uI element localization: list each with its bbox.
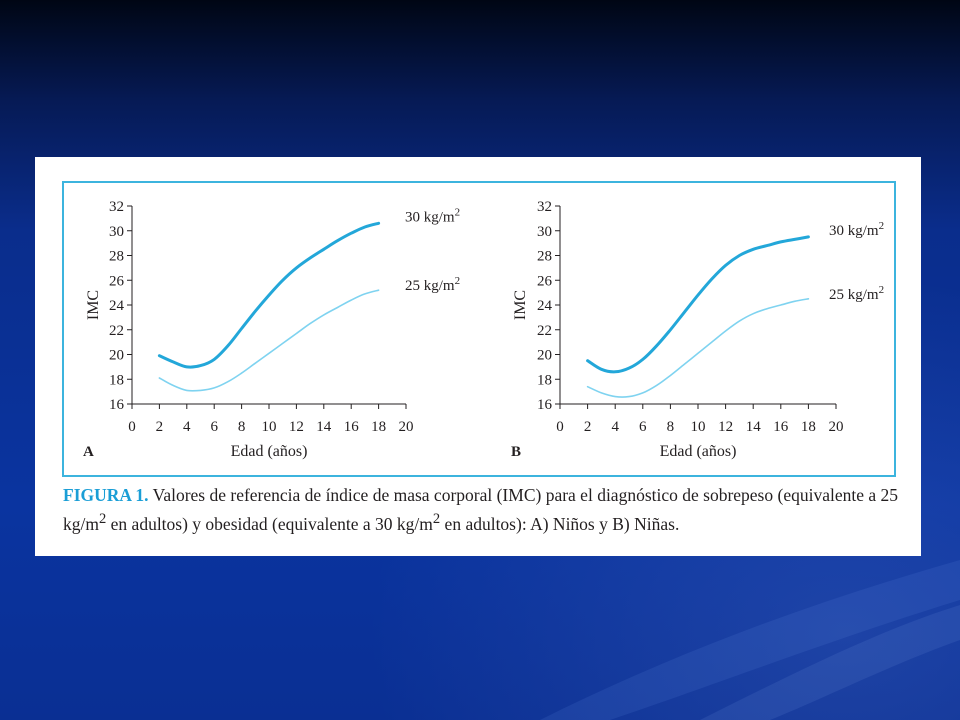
chart-b-x-tick-label: 4 — [611, 419, 619, 435]
chart-a-x-tick-label: 10 — [262, 419, 277, 435]
chart-a-y-axis-label: IMC — [85, 290, 102, 320]
chart-b-y-tick-label: 16 — [537, 397, 553, 413]
chart-b-series-line-2 — [586, 298, 810, 398]
chart-a-y-tick-label: 18 — [109, 372, 124, 388]
chart-a-series-label-1: 30 kg/m2 — [405, 206, 460, 225]
chart-a-series-line-2 — [158, 289, 380, 392]
chart-a-y-tick-label: 22 — [109, 323, 124, 339]
chart-b-x-tick-label: 6 — [639, 419, 647, 435]
figure-caption: FIGURA 1. Valores de referencia de índic… — [63, 483, 909, 536]
chart-a-series-label-2: 25 kg/m2 — [405, 275, 460, 294]
chart-b-y-tick-label: 22 — [537, 323, 552, 339]
chart-b-series-label-1: 30 kg/m2 — [829, 220, 884, 239]
chart-a-y-tick-label: 16 — [109, 397, 125, 413]
chart-b-series-label-2: 25 kg/m2 — [829, 284, 884, 303]
chart-b-x-tick-label: 8 — [667, 419, 675, 435]
chart-b-x-tick-label: 20 — [829, 419, 844, 435]
chart-a-x-tick-label: 4 — [183, 419, 191, 435]
chart-b-x-axis-label: Edad (años) — [660, 443, 737, 460]
chart-a-x-tick-label: 8 — [238, 419, 246, 435]
chart-a-y-tick-label: 32 — [109, 199, 124, 215]
caption-text-3: en adultos): A) Niños y B) Niñas. — [440, 513, 680, 534]
chart-a-x-axis-label: Edad (años) — [231, 443, 308, 460]
chart-a-y-tick-label: 26 — [109, 273, 125, 289]
chart-a-y-tick-label: 20 — [109, 348, 124, 364]
chart-a-x-tick-label: 12 — [289, 419, 304, 435]
chart-b-y-tick-label: 20 — [537, 348, 552, 364]
chart-b-x-tick-label: 18 — [801, 419, 816, 435]
caption-sup-1: 2 — [98, 511, 107, 527]
chart-b-panel-letter: B — [511, 444, 521, 460]
chart-a-series-label-sup-2: 2 — [455, 275, 461, 287]
chart-a-x-tick-label: 16 — [344, 419, 360, 435]
chart-b-y-tick-label: 30 — [537, 224, 552, 240]
chart-b-y-axis-label: IMC — [512, 290, 529, 320]
caption-sup-2: 2 — [432, 511, 441, 527]
chart-a-x-tick-label: 18 — [371, 419, 386, 435]
chart-b-x-tick-label: 16 — [773, 419, 789, 435]
chart-b-series-label-sup-2: 2 — [879, 284, 885, 296]
chart-b-x-tick-label: 12 — [718, 419, 733, 435]
chart-a-series-label-sup-1: 2 — [455, 206, 461, 218]
chart-a-y-tick-label: 30 — [109, 224, 124, 240]
chart-a-x-tick-label: 0 — [128, 419, 136, 435]
chart-b-y-tick-label: 32 — [537, 199, 552, 215]
chart-b-x-tick-label: 0 — [556, 419, 564, 435]
chart-b-x-tick-label: 14 — [746, 419, 762, 435]
chart-b-x-tick-label: 2 — [584, 419, 592, 435]
chart-b-y-tick-label: 28 — [537, 249, 552, 265]
chart-a-y-tick-label: 28 — [109, 249, 124, 265]
chart-a-y-tick-label: 24 — [109, 298, 125, 314]
chart-b-series-line-1 — [586, 235, 810, 374]
figure-panel: 16 18 20 22 24 26 28 30 32 0 2 4 6 8 10 12 14 16 18 20 Edad … — [35, 157, 921, 556]
chart-b-y-tick-label: 24 — [537, 298, 553, 314]
chart-a-x-tick-label: 2 — [156, 419, 164, 435]
chart-b-y-tick-label: 18 — [537, 372, 552, 388]
chart-frame — [62, 181, 896, 477]
chart-a-series-line-1 — [157, 221, 381, 369]
chart-b-series-label-sup-1: 2 — [879, 220, 885, 232]
chart-b-y-tick-label: 26 — [537, 273, 553, 289]
chart-b-x-tick-label: 10 — [691, 419, 706, 435]
chart-a-x-tick-label: 14 — [316, 419, 332, 435]
chart-a-panel-letter: A — [83, 444, 94, 460]
chart-a-x-tick-label: 6 — [210, 419, 218, 435]
caption-lead: FIGURA 1. — [63, 485, 149, 505]
caption-text-1: Valores de referencia de índice de masa … — [63, 485, 898, 534]
chart-a-x-tick-label: 20 — [399, 419, 414, 435]
caption-text-2: en adultos) y obesidad (equivalente a 30… — [106, 513, 433, 534]
